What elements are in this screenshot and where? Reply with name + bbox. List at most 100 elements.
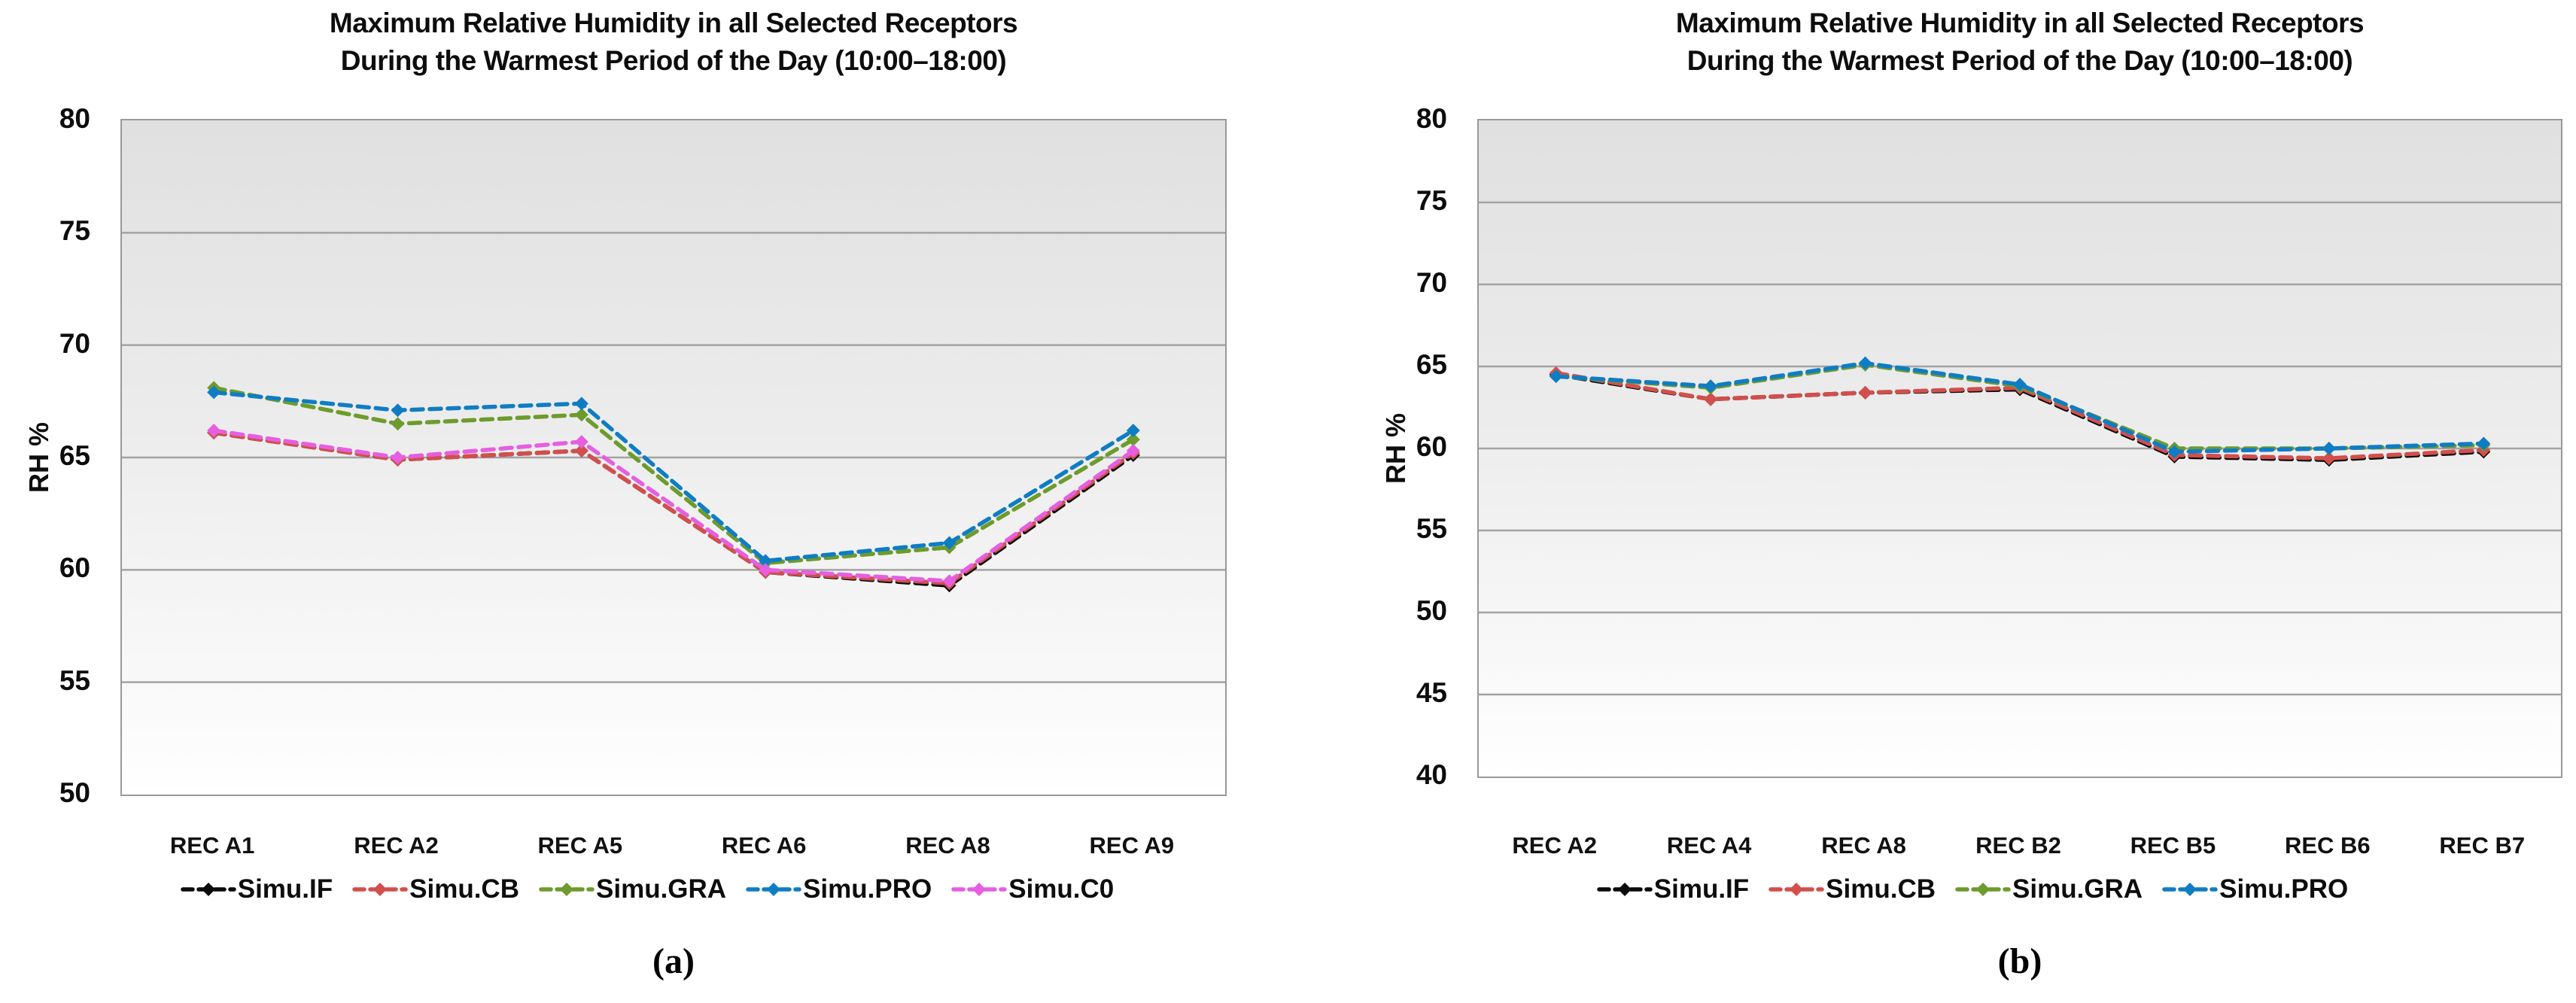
data-point-marker-Simu.C0 <box>574 435 588 449</box>
y-tick-label: 65 <box>1416 349 1447 380</box>
chart-a-plot-area <box>120 119 1227 796</box>
legend-diamond-marker <box>1790 883 1804 896</box>
x-category-label: REC A8 <box>1821 832 1906 859</box>
x-category-label: REC A2 <box>354 832 439 859</box>
legend-swatch-icon <box>2162 883 2218 896</box>
y-tick-label: 50 <box>1416 595 1447 626</box>
y-tick-label: 80 <box>59 103 90 134</box>
y-tick-label: 45 <box>1416 677 1447 708</box>
y-tick-label: 70 <box>1416 267 1447 298</box>
chart-a-legend: Simu.IF Simu.CB Simu.GRA Simu.PRO Simu.C0 <box>45 874 1249 904</box>
series-line-Simu.PRO <box>211 390 1136 564</box>
data-point-marker-Simu.GRA <box>391 417 405 431</box>
legend-label: Simu.C0 <box>1008 874 1115 904</box>
legend-swatch-icon <box>746 883 801 896</box>
data-point-marker-Simu.GRA <box>574 408 588 422</box>
y-tick-label: 75 <box>59 215 90 247</box>
legend-item-Simu.PRO: Simu.PRO <box>2162 874 2348 904</box>
x-category-label: REC A5 <box>537 832 623 859</box>
legend-swatch-icon <box>180 883 236 896</box>
y-tick-label: 60 <box>1416 431 1447 462</box>
chart-a-title: Maximum Relative Humidity in all Selecte… <box>329 8 1018 76</box>
x-category-label: REC B5 <box>2130 832 2216 859</box>
legend-label: Simu.CB <box>409 874 519 904</box>
data-point-marker-Simu.PRO <box>1549 369 1563 384</box>
x-category-label: REC A6 <box>721 832 807 859</box>
data-point-marker-Simu.C0 <box>1126 444 1140 458</box>
y-tick-label: 80 <box>1416 103 1447 134</box>
data-point-marker-Simu.PRO <box>574 397 588 411</box>
legend-diamond-marker <box>201 883 215 896</box>
y-tick-label: 65 <box>59 440 90 471</box>
legend-swatch-icon <box>539 883 595 896</box>
series-line-Simu.C0 <box>211 428 1136 584</box>
legend-item-Simu.IF: Simu.IF <box>180 874 333 904</box>
data-point-marker-Simu.PRO <box>2477 436 2491 451</box>
series-line-Simu.CB <box>211 430 1136 586</box>
chart-b-sublabel: (b) <box>1997 941 2042 981</box>
y-tick-label: 50 <box>59 777 90 808</box>
x-category-label: REC A4 <box>1666 832 1752 859</box>
data-point-marker-Simu.CB <box>1858 385 1872 400</box>
data-point-marker-Simu.PRO <box>759 554 773 568</box>
legend-label: Simu.GRA <box>2012 874 2143 904</box>
data-point-marker-Simu.CB <box>574 444 588 458</box>
x-category-label: REC B7 <box>2439 832 2526 859</box>
data-point-marker-Simu.PRO <box>2167 445 2182 459</box>
x-category-label: REC A8 <box>905 832 990 859</box>
x-category-label: REC B6 <box>2284 832 2371 859</box>
data-point-marker-Simu.C0 <box>207 424 221 438</box>
x-category-label: REC A1 <box>169 832 255 859</box>
legend-diamond-marker <box>767 883 781 896</box>
legend-item-Simu.C0: Simu.C0 <box>951 874 1114 904</box>
data-point-marker-Simu.PRO <box>1858 356 1872 370</box>
x-category-label: REC A2 <box>1512 832 1597 859</box>
legend-label: Simu.PRO <box>2219 874 2349 904</box>
series-line-Simu.GRA <box>211 385 1136 566</box>
x-category-label: REC B2 <box>1975 832 2061 859</box>
y-tick-label: 75 <box>1416 185 1447 216</box>
chart-b-legend: Simu.IF Simu.CB Simu.GRA Simu.PRO <box>1408 874 2537 904</box>
series-line-Simu.GRA <box>1553 363 2486 451</box>
y-tick-label: 60 <box>59 552 90 584</box>
legend-label: Simu.IF <box>1653 874 1750 904</box>
legend-swatch-icon <box>951 883 1007 896</box>
legend-swatch-icon <box>352 883 408 896</box>
data-point-marker-Simu.PRO <box>1704 379 1718 394</box>
data-point-marker-Simu.C0 <box>391 451 405 464</box>
chart-b-plot-area <box>1477 119 2562 778</box>
legend-label: Simu.PRO <box>803 874 932 904</box>
legend-item-Simu.GRA: Simu.GRA <box>539 874 726 904</box>
data-point-marker-Simu.PRO <box>391 403 405 418</box>
legend-item-Simu.IF: Simu.IF <box>1597 874 1749 904</box>
legend-item-Simu.CB: Simu.CB <box>352 874 519 904</box>
data-point-marker-Simu.C0 <box>759 563 773 577</box>
y-tick-label: 55 <box>1416 513 1447 544</box>
series-line-Simu.PRO <box>1553 360 2486 454</box>
legend-swatch-icon <box>1769 883 1824 896</box>
chart-a-series-canvas <box>122 232 1225 683</box>
chart-a-sublabel: (a) <box>652 941 695 981</box>
chart-b-title: Maximum Relative Humidity in all Selecte… <box>1675 8 2365 76</box>
legend-diamond-marker <box>2183 883 2197 896</box>
data-point-marker-Simu.PRO <box>2322 442 2336 455</box>
y-tick-label: 55 <box>59 664 90 696</box>
y-tick-label: 40 <box>1416 759 1447 790</box>
data-point-marker-Simu.GRA <box>1126 433 1140 447</box>
legend-item-Simu.CB: Simu.CB <box>1769 874 1936 904</box>
data-point-marker-Simu.PRO <box>942 536 956 550</box>
legend-label: Simu.IF <box>237 874 333 904</box>
legend-label: Simu.CB <box>1826 874 1936 904</box>
legend-diamond-marker <box>972 883 987 896</box>
legend-swatch-icon <box>1955 883 2011 896</box>
legend-diamond-marker <box>373 883 388 896</box>
legend-swatch-icon <box>1597 883 1653 896</box>
data-point-marker-Simu.PRO <box>1126 424 1140 438</box>
data-point-marker-Simu.PRO <box>2013 377 2027 391</box>
x-category-label: REC A9 <box>1089 832 1175 859</box>
chart-a-panel: Maximum Relative Humidity in all Selecte… <box>23 8 1249 981</box>
chart-b-series-canvas <box>1479 201 2561 696</box>
legend-diamond-marker <box>560 883 573 896</box>
y-tick-label: 70 <box>59 327 90 359</box>
